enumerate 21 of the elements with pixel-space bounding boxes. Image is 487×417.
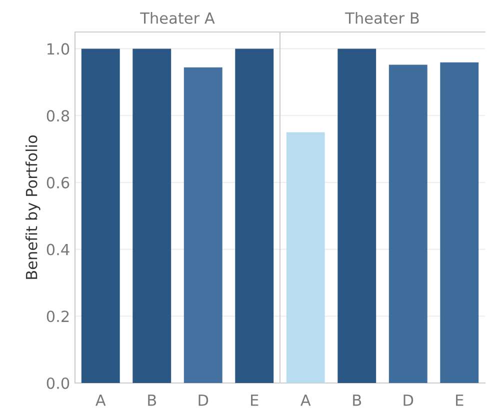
bar (440, 62, 479, 383)
y-tick-label: 0.8 (46, 110, 70, 122)
bar (338, 48, 376, 383)
bar (388, 64, 428, 383)
y-axis-title: Benefit by Portfolio (26, 135, 40, 279)
chart-title: Theater A (140, 12, 215, 24)
y-tick-label: 1.0 (48, 43, 70, 55)
x-tick-label: B (353, 394, 362, 406)
y-tick-label: 0.6 (46, 176, 70, 188)
x-tick-label: B (148, 394, 156, 406)
bar (286, 132, 325, 383)
x-tick-label: D (404, 394, 414, 406)
y-tick-label: 0.0 (46, 377, 70, 390)
y-tick-label: 0.4 (46, 244, 70, 256)
x-tick-label: D (198, 394, 208, 406)
x-tick-label: E (251, 394, 258, 406)
x-tick-label: A (96, 394, 106, 406)
x-tick-label: A (300, 394, 311, 406)
chart-title: Theater B (345, 12, 419, 24)
y-tick-label: 0.2 (46, 310, 69, 322)
x-tick-label: E (456, 394, 464, 406)
